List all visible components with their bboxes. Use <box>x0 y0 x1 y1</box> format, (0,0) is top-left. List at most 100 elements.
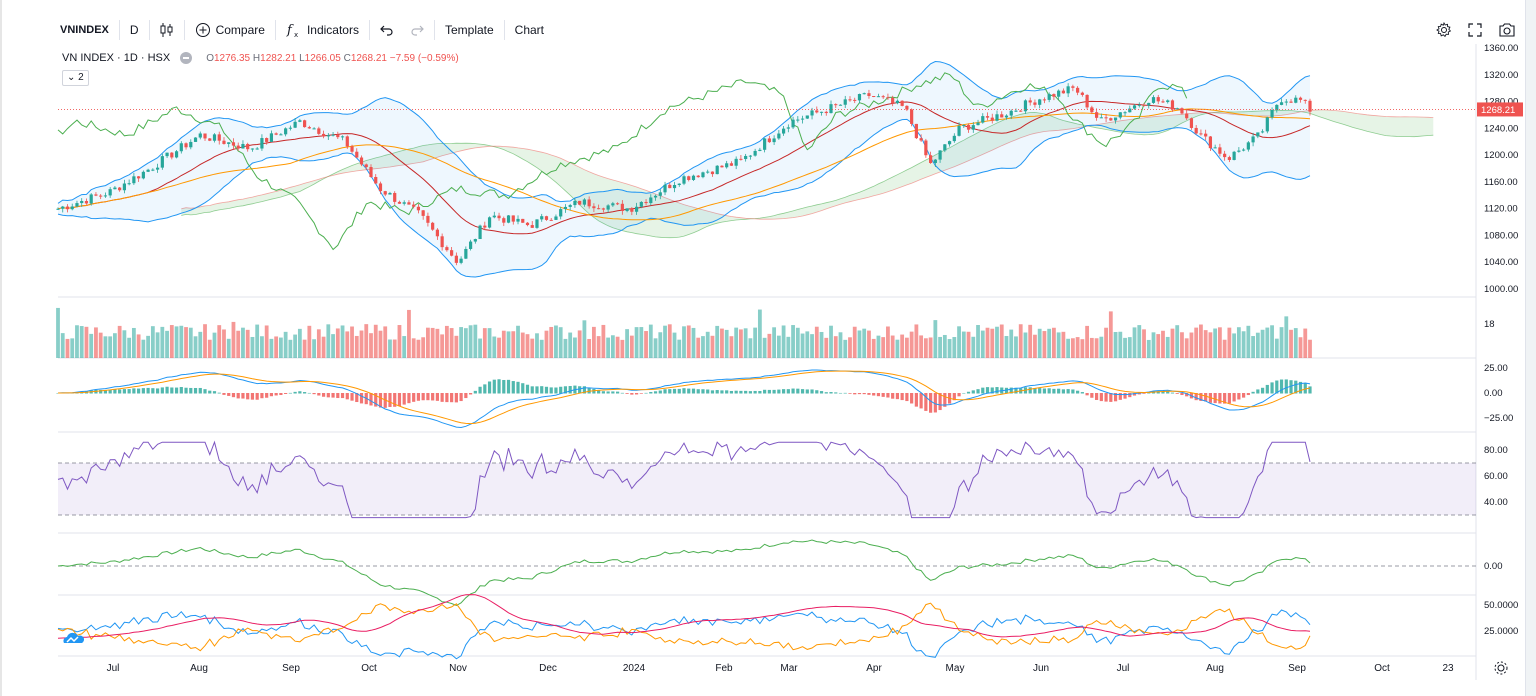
ohlc-values: O1276.35 H1282.21 L1266.05 C1268.21 −7.5… <box>206 52 459 64</box>
volume-bar <box>155 332 160 358</box>
macd-hist-bar <box>862 393 866 395</box>
candle-body <box>905 105 909 110</box>
macd-hist-bar <box>677 388 681 394</box>
macd-hist-bar <box>450 393 454 403</box>
candle-body <box>497 215 501 219</box>
candle-body <box>725 163 729 168</box>
macd-hist-bar <box>1294 380 1298 394</box>
candle-body <box>265 138 269 142</box>
macd-hist-bar <box>445 393 449 403</box>
volume-bar <box>369 333 373 358</box>
candle-body <box>1180 108 1184 114</box>
volume-bar <box>610 335 615 358</box>
price-tick-label: 1000.00 <box>1484 284 1518 295</box>
macd-hist-bar <box>834 392 838 394</box>
macd-signal-line <box>58 370 1311 425</box>
macd-hist-bar <box>744 390 748 394</box>
macd-hist-bar <box>1170 392 1175 394</box>
macd-hist-bar <box>1308 386 1312 394</box>
macd-hist-bar <box>1204 393 1208 402</box>
macd-hist-bar <box>796 388 800 394</box>
macd-hist-bar <box>345 393 349 400</box>
volume-bar <box>321 336 326 358</box>
candle-body <box>853 99 857 101</box>
volume-bar <box>492 336 497 358</box>
candle-body <box>426 215 430 223</box>
hide-series-button[interactable] <box>180 52 193 64</box>
volume-bar <box>293 334 298 358</box>
candle-body <box>402 202 406 204</box>
change-value: −7.59 (−0.59%) <box>389 52 459 64</box>
macd-hist-bar <box>1161 391 1165 394</box>
settings-button[interactable] <box>1428 14 1460 46</box>
chart-button[interactable]: Chart <box>514 23 545 37</box>
volume-bar <box>1089 337 1094 358</box>
camera-icon <box>1499 23 1515 37</box>
candlestick-style-button[interactable] <box>152 14 182 46</box>
volume-bar <box>198 331 203 358</box>
indicators-button[interactable]: f x Indicators <box>278 14 367 46</box>
macd-hist-bar <box>763 389 767 394</box>
tradingview-logo-icon[interactable] <box>62 631 84 647</box>
volume-bar <box>416 339 421 358</box>
candle-body <box>231 142 236 146</box>
macd-hist-bar <box>336 393 340 399</box>
time-axis-label: Jun <box>1033 663 1049 674</box>
candle-body <box>748 155 752 157</box>
candle-body <box>407 202 411 205</box>
volume-bar <box>843 339 848 358</box>
low-value: 1266.05 <box>304 52 341 64</box>
time-axis-label: Dec <box>539 663 557 674</box>
candle-body <box>625 208 629 211</box>
macd-hist-bar <box>1137 393 1141 395</box>
macd-hist-bar <box>1237 393 1241 400</box>
macd-hist-bar <box>758 390 762 394</box>
indicators-collapse-toggle[interactable]: ⌄ 2 <box>62 70 89 86</box>
candle-body <box>848 99 852 101</box>
volume-bar <box>1284 316 1289 358</box>
volume-bar <box>980 330 985 358</box>
candle-body <box>321 133 326 137</box>
undo-button[interactable] <box>372 14 402 46</box>
macd-hist-bar <box>1080 392 1084 394</box>
candle-body <box>1080 92 1084 95</box>
template-button[interactable]: Template <box>444 23 494 37</box>
macd-hist-bar <box>985 387 990 394</box>
candle-body <box>677 183 681 185</box>
macd-hist-bar <box>1156 391 1160 394</box>
candle-body <box>895 100 900 104</box>
macd-hist-bar <box>620 392 624 394</box>
macd-hist-bar <box>198 387 202 394</box>
interval-button[interactable]: D <box>129 23 139 37</box>
candlestick-icon <box>160 23 173 37</box>
candle-body <box>1237 150 1241 152</box>
macd-hist-bar <box>1303 383 1307 394</box>
candle-body <box>1284 101 1288 103</box>
candle-body <box>1019 110 1023 112</box>
candle-body <box>1308 100 1312 112</box>
compare-button[interactable]: Compare <box>187 14 273 46</box>
macd-hist-bar <box>919 393 923 409</box>
redo-button[interactable] <box>402 14 432 46</box>
current-price-badge <box>1477 102 1523 117</box>
macd-hist-bar <box>174 387 179 394</box>
macd-hist-bar <box>805 389 809 394</box>
candle-body <box>298 120 302 122</box>
volume-bar <box>241 327 245 358</box>
macd-hist-bar <box>639 393 643 394</box>
candle-body <box>146 169 150 172</box>
fullscreen-button[interactable] <box>1460 14 1490 46</box>
candle-body <box>554 216 558 220</box>
time-axis-label: May <box>946 663 965 674</box>
symbol-search-button[interactable]: VNINDEX <box>60 24 109 36</box>
volume-bar <box>127 337 132 358</box>
macd-hist-bar <box>777 389 781 394</box>
candle-body <box>317 128 321 134</box>
macd-hist-bar <box>1042 388 1047 394</box>
ichimoku-cloud <box>181 109 1434 238</box>
snapshot-button[interactable] <box>1490 14 1524 46</box>
candle-body <box>1166 100 1170 103</box>
volume-bar <box>373 324 378 358</box>
candle-body <box>653 195 658 198</box>
